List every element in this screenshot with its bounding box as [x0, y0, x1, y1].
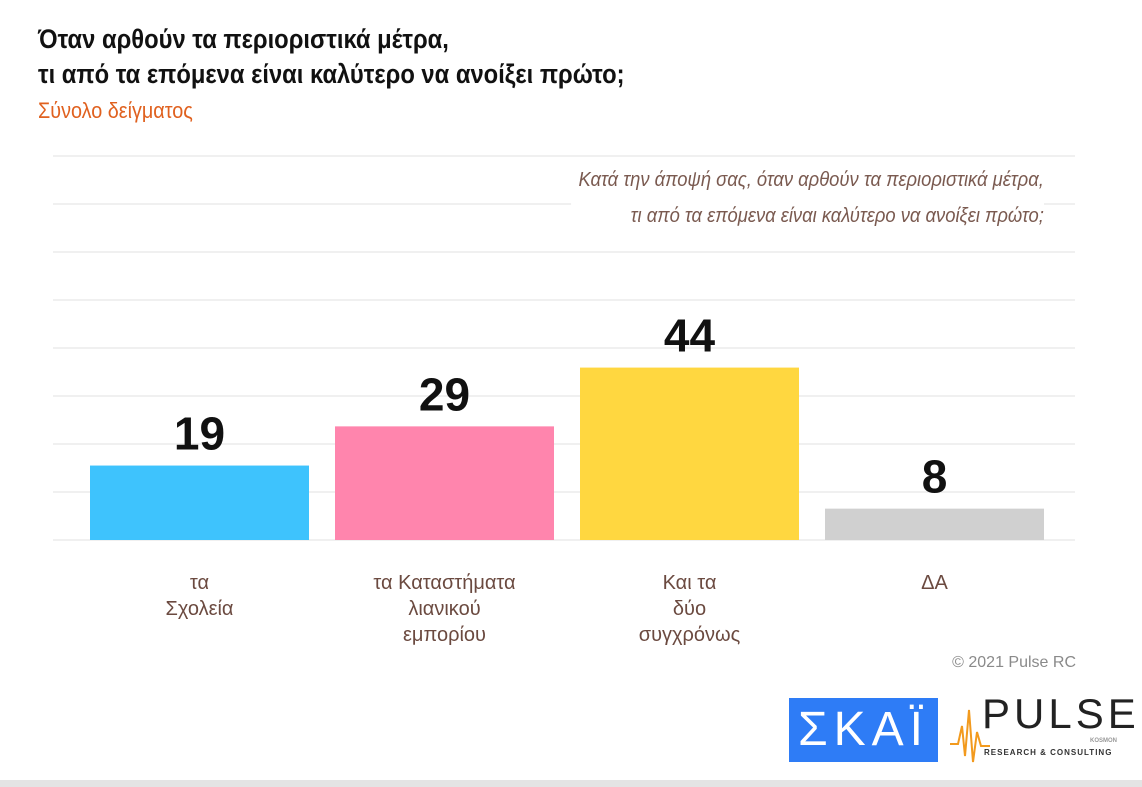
title-line-1: Όταν αρθούν τα περιοριστικά μέτρα,: [38, 24, 449, 54]
data-label: 29: [419, 368, 470, 420]
data-label: 8: [922, 451, 948, 503]
title-line-2: τι από τα επόμενα είναι καλύτερο να ανοί…: [38, 59, 625, 89]
category-label-line: ΔΑ: [921, 572, 948, 594]
bar: [580, 367, 799, 540]
data-label: 44: [664, 310, 716, 362]
category-label-line: τα: [189, 572, 210, 594]
category-label-line: τα Καταστήματα: [373, 572, 516, 594]
pulse-logo: PULSE KOSMON RESEARCH & CONSULTING: [950, 690, 1136, 766]
question-text: Κατά την άποψή σας, όταν αρθούν τα περιο…: [571, 162, 1044, 234]
category-label: τα Καταστήματα λιανικού εμπορίου: [325, 570, 565, 648]
category-label-line: δύο: [672, 598, 707, 620]
question-line-2: τι από τα επόμενα είναι καλύτερο να ανοί…: [630, 205, 1044, 227]
category-label-line: εμπορίου: [403, 624, 486, 646]
category-label-line: Σχολεία: [165, 598, 234, 620]
question-line-1: Κατά την άποψή σας, όταν αρθούν τα περιο…: [578, 169, 1044, 191]
skai-logo: ΣΚΑΪ: [789, 698, 938, 762]
bottom-bar: [0, 780, 1142, 787]
category-label: Και τα δύο συγχρόνως: [570, 570, 810, 648]
pulse-wave-icon: [950, 709, 990, 763]
bar: [90, 465, 309, 540]
data-label: 19: [174, 408, 225, 460]
chart-subtitle: Σύνολο δείγματος: [38, 98, 193, 123]
category-label-line: λιανικού: [408, 598, 481, 620]
category-label: ΔΑ: [815, 570, 1055, 596]
copyright: © 2021 Pulse RC: [952, 654, 1076, 671]
category-label-line: Και τα: [662, 572, 717, 594]
chart-title: Όταν αρθούν τα περιοριστικά μέτρα, τι απ…: [38, 22, 625, 92]
category-label-line: συγχρόνως: [638, 624, 741, 646]
category-label: τα Σχολεία: [80, 570, 320, 622]
bar: [335, 426, 554, 540]
bar: [825, 508, 1044, 540]
